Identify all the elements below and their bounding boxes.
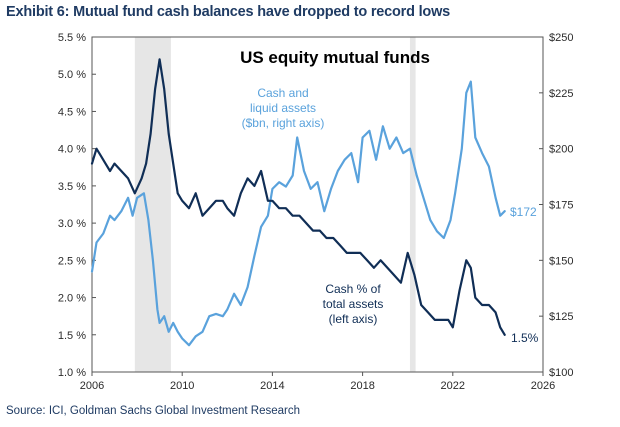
x-tick-label: 2018 — [350, 380, 374, 392]
left-tick-label: 2.5 % — [58, 255, 86, 267]
left-tick-label: 1.5 % — [58, 330, 86, 342]
right-axis-ticks: $100 $125 $150 $175 $200 $225 $250 — [539, 32, 573, 379]
right-tick-label: $125 — [549, 311, 573, 323]
cash-assets-label-line: ($bn, right axis) — [242, 116, 325, 130]
left-tick-label: 3.0 % — [58, 218, 86, 230]
exhibit-title: Exhibit 6: Mutual fund cash balances hav… — [6, 4, 451, 20]
left-tick-label: 2.0 % — [58, 293, 86, 305]
cash-pct-end-value: 1.5% — [511, 331, 539, 345]
cash-pct-label-line: Cash % of — [325, 282, 381, 296]
left-tick-label: 4.5 % — [58, 106, 86, 118]
cash-assets-end-value: $172 — [510, 205, 537, 219]
cash-assets-line — [90, 80, 506, 347]
cash-pct-line — [90, 58, 506, 336]
left-tick-label: 5.0 % — [58, 69, 86, 81]
cash-assets-label-line: Cash and — [257, 86, 308, 100]
chart-title: US equity mutual funds — [240, 48, 430, 67]
x-tick-label: 2026 — [531, 380, 555, 392]
x-tick-label: 2022 — [441, 380, 465, 392]
left-axis-ticks: 1.0 % 1.5 % 2.0 % 2.5 % 3.0 % 3.5 % 4.0 % 4.5 %… — [58, 32, 96, 379]
right-tick-label: $225 — [549, 88, 573, 100]
right-tick-label: $175 — [549, 200, 573, 212]
x-tick-label: 2014 — [260, 380, 284, 392]
cash-pct-label-line: total assets — [323, 297, 384, 311]
x-tick-label: 2010 — [170, 380, 194, 392]
right-tick-label: $100 — [549, 367, 573, 379]
left-tick-label: 1.0 % — [58, 367, 86, 379]
left-tick-label: 3.5 % — [58, 181, 86, 193]
left-tick-label: 4.0 % — [58, 144, 86, 156]
right-tick-label: $150 — [549, 255, 573, 267]
x-tick-label: 2006 — [80, 380, 104, 392]
recession-shade-1 — [409, 37, 416, 372]
right-tick-label: $200 — [549, 144, 573, 156]
cash-pct-label-line: (left axis) — [329, 312, 378, 326]
left-tick-label: 5.5 % — [58, 32, 86, 44]
source-note: Source: ICI, Goldman Sachs Global Invest… — [6, 405, 301, 417]
series-layer — [90, 58, 506, 347]
right-tick-label: $250 — [549, 32, 573, 44]
cash-assets-label-line: liquid assets — [250, 101, 316, 115]
x-axis-ticks: 2006 2010 2014 2018 2022 2026 — [80, 372, 555, 392]
